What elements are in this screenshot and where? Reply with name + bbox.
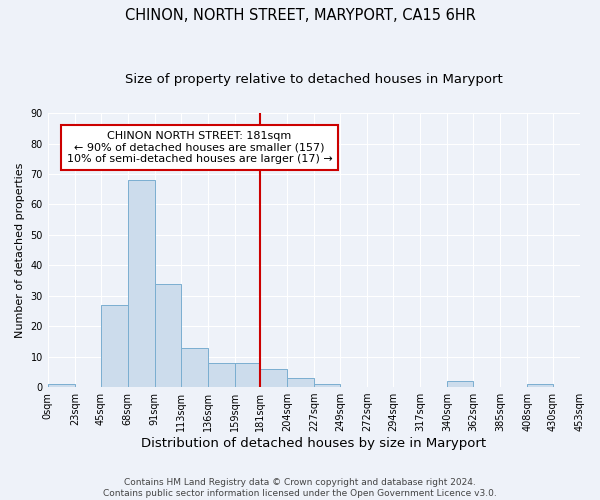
X-axis label: Distribution of detached houses by size in Maryport: Distribution of detached houses by size … xyxy=(142,437,487,450)
Bar xyxy=(101,305,128,387)
Text: Contains HM Land Registry data © Crown copyright and database right 2024.
Contai: Contains HM Land Registry data © Crown c… xyxy=(103,478,497,498)
Bar xyxy=(314,384,340,387)
Bar xyxy=(128,180,155,387)
Bar xyxy=(181,348,208,387)
Bar xyxy=(48,384,75,387)
Bar xyxy=(235,362,260,387)
Text: CHINON, NORTH STREET, MARYPORT, CA15 6HR: CHINON, NORTH STREET, MARYPORT, CA15 6HR xyxy=(125,8,475,22)
Bar xyxy=(287,378,314,387)
Text: CHINON NORTH STREET: 181sqm
← 90% of detached houses are smaller (157)
10% of se: CHINON NORTH STREET: 181sqm ← 90% of det… xyxy=(67,131,332,164)
Bar xyxy=(447,381,473,387)
Bar xyxy=(155,284,181,387)
Bar xyxy=(580,381,600,387)
Y-axis label: Number of detached properties: Number of detached properties xyxy=(15,162,25,338)
Bar xyxy=(208,362,235,387)
Bar xyxy=(260,369,287,387)
Title: Size of property relative to detached houses in Maryport: Size of property relative to detached ho… xyxy=(125,72,503,86)
Bar xyxy=(527,384,553,387)
